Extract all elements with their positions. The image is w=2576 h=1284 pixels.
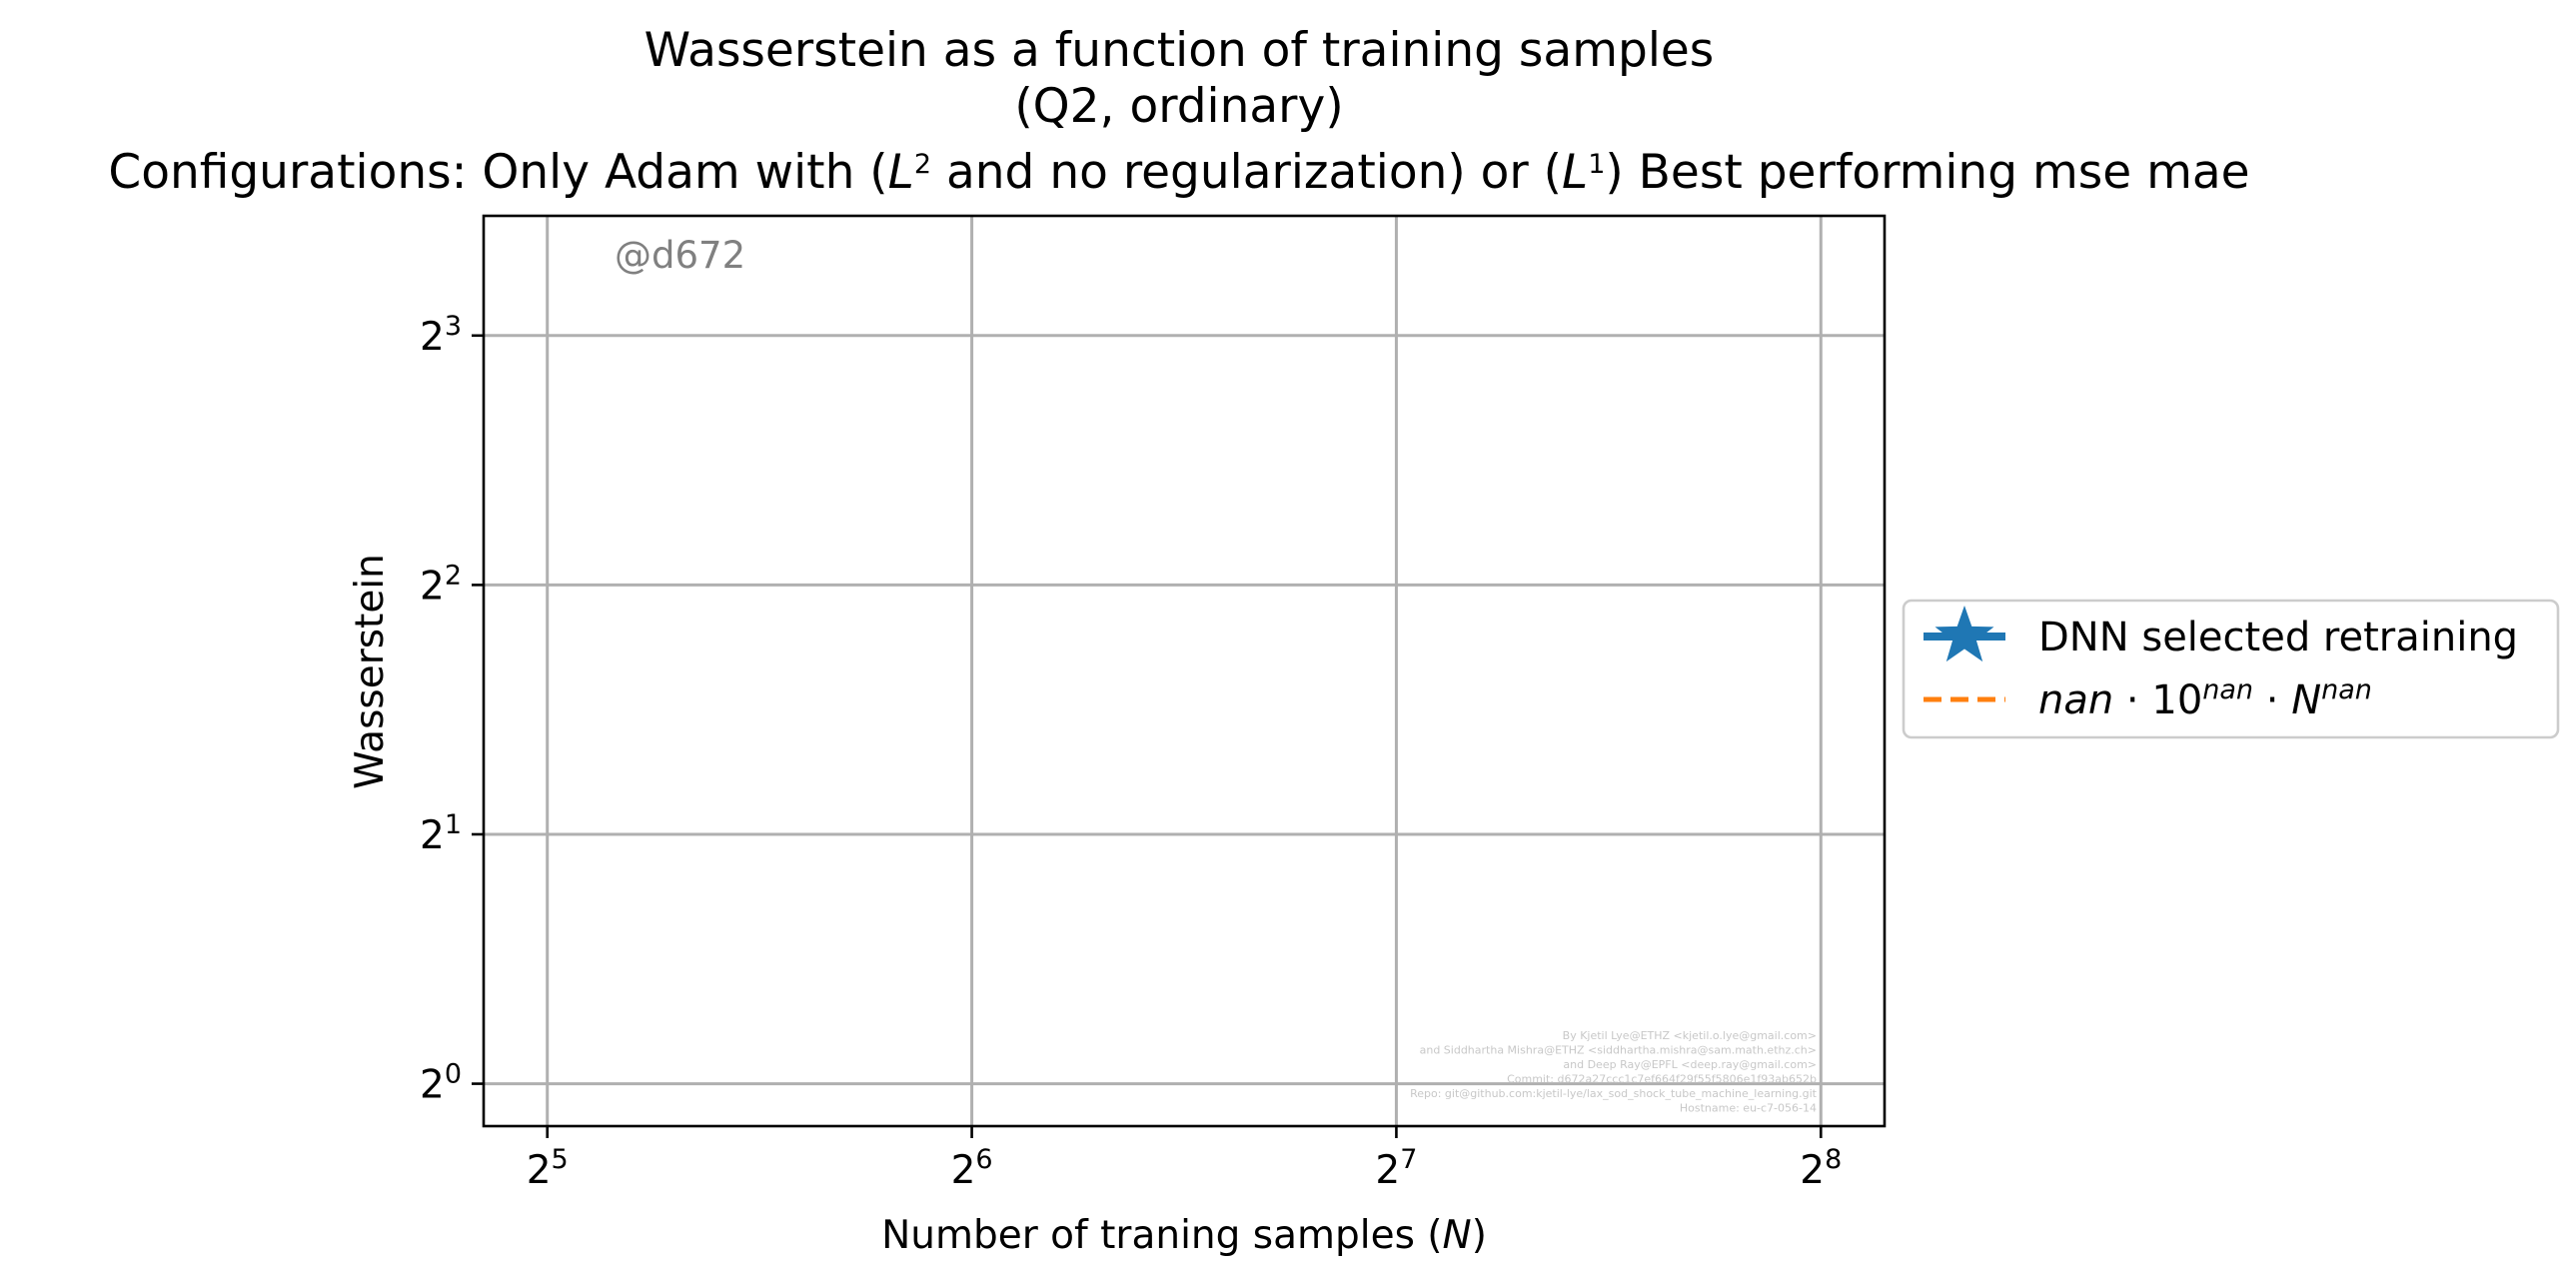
x-tick-exp: 6 (975, 1144, 992, 1175)
credit-line: By Kjetil Lye@ETHZ <kjetil.o.lye@gmail.c… (1563, 1029, 1817, 1042)
credit-line: Commit: d672a27ccc1c7ef664f29f55f5806e1f… (1507, 1073, 1817, 1086)
legend-fit-nan1: nan (2038, 677, 2113, 723)
x-axis-label-n: N (1443, 1213, 1472, 1258)
y-tick-base: 2 (420, 315, 445, 360)
config-l1-exp: 1 (1588, 149, 1605, 180)
legend-fit-n: N (2291, 677, 2321, 723)
y-tick-label: 20 (420, 1058, 462, 1108)
x-tick-label: 26 (951, 1144, 993, 1194)
legend-entry-dnn: DNN selected retraining (1924, 606, 2518, 662)
config-l2-symbol: L (888, 145, 914, 200)
x-axis-label-close: ) (1472, 1213, 1487, 1258)
y-tick-exp: 0 (445, 1058, 462, 1089)
x-axis-label-text: Number of traning samples ( (881, 1213, 1442, 1258)
y-tick-base: 2 (420, 813, 445, 858)
legend-box (1902, 599, 2560, 739)
credit-line: Hostname: eu-c7-056-14 (1680, 1102, 1817, 1115)
legend-fit-exp1: nan (2202, 674, 2253, 705)
legend-dnn-label: DNN selected retraining (2038, 615, 2518, 660)
chart-subtitle: (Q2, ordinary) (1014, 79, 1343, 134)
x-axis-label: Number of traning samples (N) (881, 1213, 1487, 1258)
x-tick-label: 28 (1800, 1144, 1842, 1194)
x-tick-base: 2 (1800, 1148, 1825, 1193)
x-tick-label: 27 (1375, 1144, 1417, 1194)
config-part-2: and no regularization) or ( (931, 145, 1562, 200)
y-tick-label: 22 (420, 560, 462, 610)
x-tick-exp: 5 (552, 1144, 569, 1175)
legend-entry-fit: nan · 10nan · Nnan (1924, 674, 2372, 724)
legend: DNN selected retraining nan · 10nan · Nn… (1902, 599, 2560, 739)
legend-fit-exp2: nan (2321, 674, 2372, 705)
y-tick-label: 23 (420, 310, 462, 360)
legend-fit-label: nan · 10nan · Nnan (2038, 674, 2372, 724)
y-tick-label: 21 (420, 808, 462, 858)
x-tick-label: 25 (527, 1144, 569, 1194)
y-tick-exp: 1 (445, 808, 462, 839)
y-tick-exp: 3 (445, 310, 462, 341)
x-tick-base: 2 (1375, 1148, 1400, 1193)
x-tick-exp: 8 (1825, 1144, 1842, 1175)
y-tick-base: 2 (420, 564, 445, 609)
config-l1-symbol: L (1562, 145, 1588, 200)
config-part-3: ) Best performing mse mae (1605, 145, 2249, 200)
credit-line: and Deep Ray@EPFL <deep.ray@gmail.com> (1563, 1058, 1817, 1071)
config-l2-exp: 2 (914, 149, 931, 180)
config-part-1: Configurations: Only Adam with ( (108, 145, 887, 200)
plot-frame (482, 214, 1887, 1128)
x-tick-base: 2 (951, 1148, 976, 1193)
credits-block: By Kjetil Lye@ETHZ <kjetil.o.lye@gmail.c… (1410, 1029, 1818, 1115)
y-tick-exp: 2 (445, 560, 462, 591)
legend-star-marker (1934, 606, 1994, 662)
y-gridlines (484, 334, 1885, 1086)
watermark: @d672 (615, 234, 745, 277)
legend-fit-dot2: · (2253, 677, 2291, 723)
chart-configurations: Configurations: Only Adam with (L2 and n… (108, 145, 2249, 200)
y-tick-base: 2 (420, 1063, 445, 1108)
x-axis-ticks: 25 26 27 28 (527, 1126, 1842, 1194)
x-tick-exp: 7 (1400, 1144, 1417, 1175)
credit-line: and Siddhartha Mishra@ETHZ <siddhartha.m… (1420, 1044, 1817, 1057)
chart-title: Wasserstein as a function of training sa… (644, 23, 1715, 78)
legend-fit-dot1: · 10 (2113, 677, 2202, 723)
x-gridlines (546, 216, 1823, 1126)
credit-line: Repo: git@github.com:kjetil-lye/lax_sod_… (1410, 1087, 1818, 1100)
x-tick-base: 2 (527, 1148, 552, 1193)
y-axis-label: Wasserstein (348, 554, 393, 789)
